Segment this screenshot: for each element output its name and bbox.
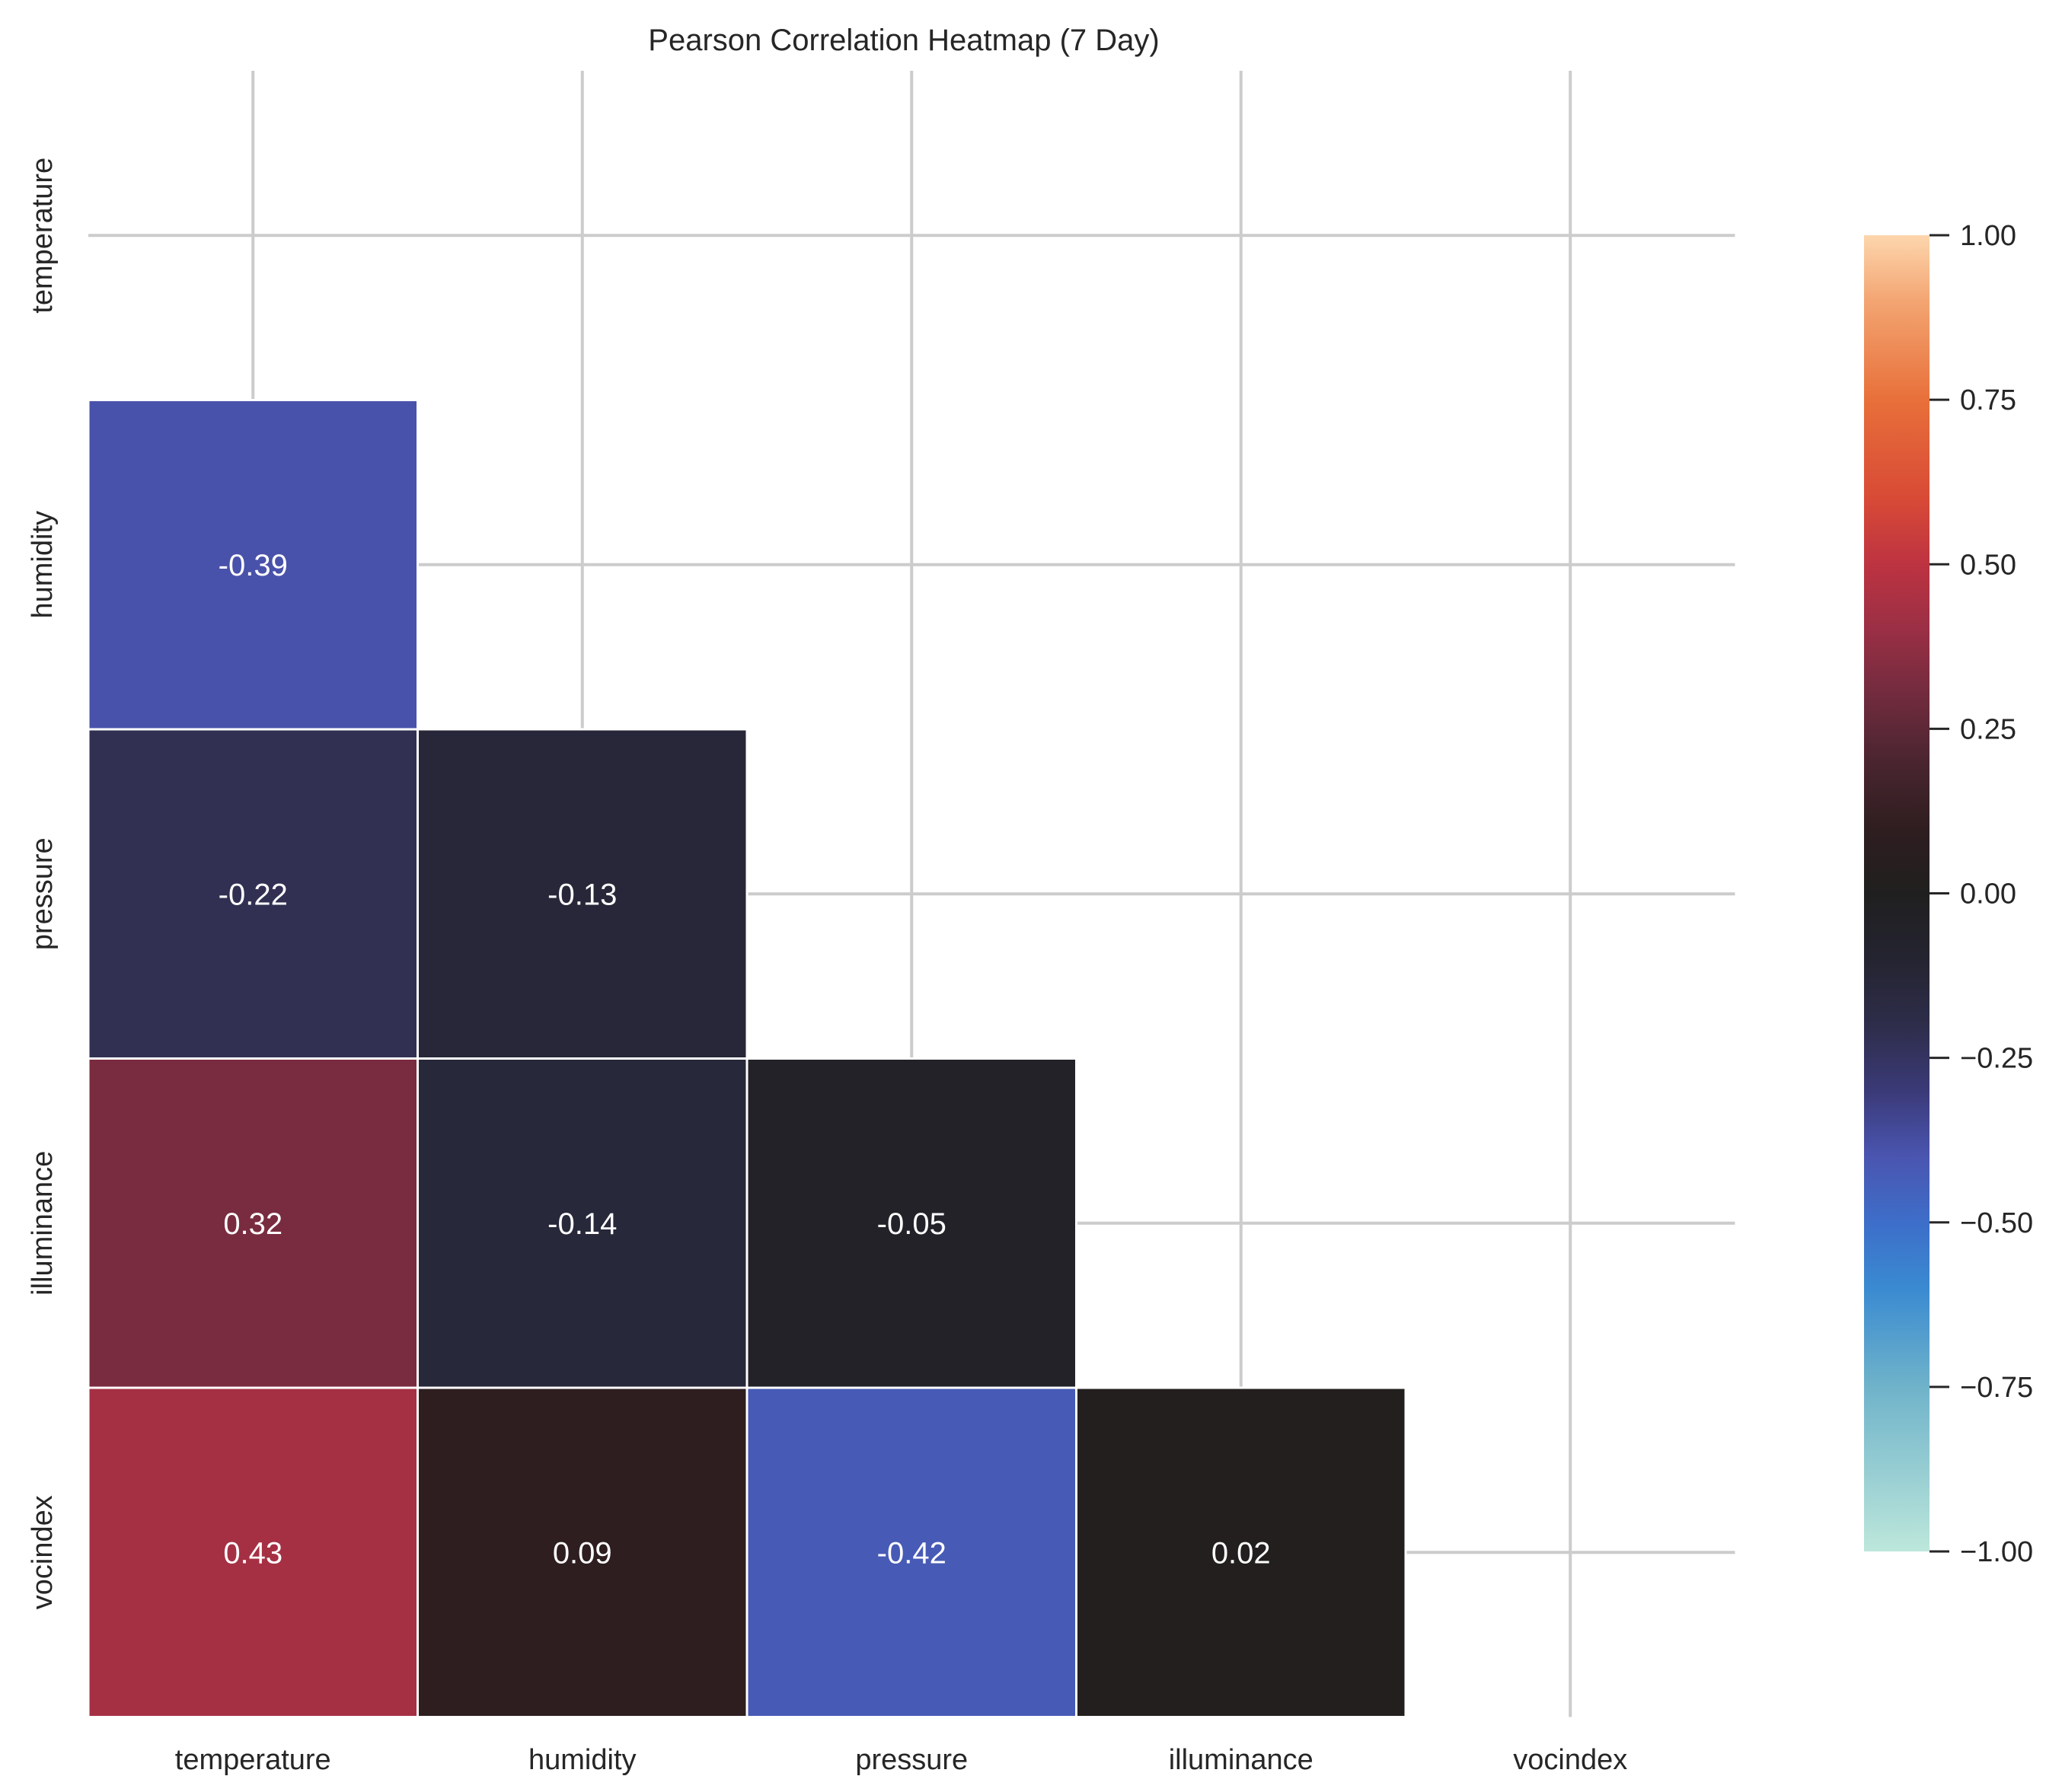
colorbar-tick-label: −0.50 [1960,1207,2033,1239]
heatmap-cell-illuminance-humidity [417,1057,749,1389]
cell-value-label: -0.42 [877,1536,946,1570]
heatmap-cell-illuminance-pressure [745,1057,1077,1389]
heatmap-cell-vocindex-temperature [87,1386,419,1718]
x-tick-label: temperature [175,1744,331,1776]
colorbar-tick-label: −1.00 [1960,1536,2033,1568]
x-axis-tick-labels: temperature humidity pressure illuminance vo… [175,1744,1627,1776]
cell-value-label: 0.02 [1211,1536,1271,1570]
y-tick-label: humidity [27,511,59,619]
colorbar-tick-label: 1.00 [1960,220,2016,252]
cell-value-label: -0.22 [219,878,288,911]
colorbar-tick-label: −0.25 [1960,1043,2033,1075]
cell-value-label: -0.05 [877,1207,946,1241]
cell-value-label: -0.39 [219,549,288,582]
colorbar-tick-label: 0.25 [1960,713,2016,745]
cell-value-label: 0.32 [223,1207,282,1241]
chart-title: Pearson Correlation Heatmap (7 Day) [648,24,1159,57]
heatmap-cell-vocindex-illuminance [1075,1386,1407,1718]
heatmap-cell-humidity-temperature [87,399,419,731]
y-tick-label: illuminance [27,1151,59,1296]
cell-value-label: -0.14 [547,1207,617,1241]
y-axis-tick-labels: temperature humidity pressure illuminance vo… [27,158,59,1609]
colorbar-tick-label: 0.75 [1960,384,2016,416]
colorbar-tick-label: 0.50 [1960,549,2016,581]
x-tick-label: illuminance [1169,1744,1313,1776]
heatmap-cell-pressure-temperature [87,728,419,1060]
cell-value-label: 0.43 [223,1536,282,1570]
heatmap-cells: -0.39 -0.22 -0.13 0.32 -0.14 -0.05 0.43 0.09 -0.… [87,399,1407,1718]
colorbar-tick-label: −0.75 [1960,1372,2033,1404]
x-tick-label: humidity [528,1744,637,1776]
y-tick-label: temperature [27,158,59,314]
heatmap-cell-vocindex-humidity [417,1386,749,1718]
colorbar: 1.00 0.75 0.50 0.25 0.00 −0.25 −0.50 −0.75 −1.00 [1864,220,2033,1568]
y-tick-label: vocindex [27,1495,59,1609]
heatmap-cell-vocindex-pressure [745,1386,1077,1718]
heatmap-cell-illuminance-temperature [87,1057,419,1389]
cell-value-label: -0.13 [547,878,617,911]
colorbar-tick-label: 0.00 [1960,878,2016,910]
y-tick-label: pressure [27,837,59,950]
x-tick-label: pressure [855,1744,968,1776]
cell-value-label: 0.09 [553,1536,612,1570]
x-tick-label: vocindex [1513,1744,1627,1776]
colorbar-gradient [1864,235,1930,1551]
